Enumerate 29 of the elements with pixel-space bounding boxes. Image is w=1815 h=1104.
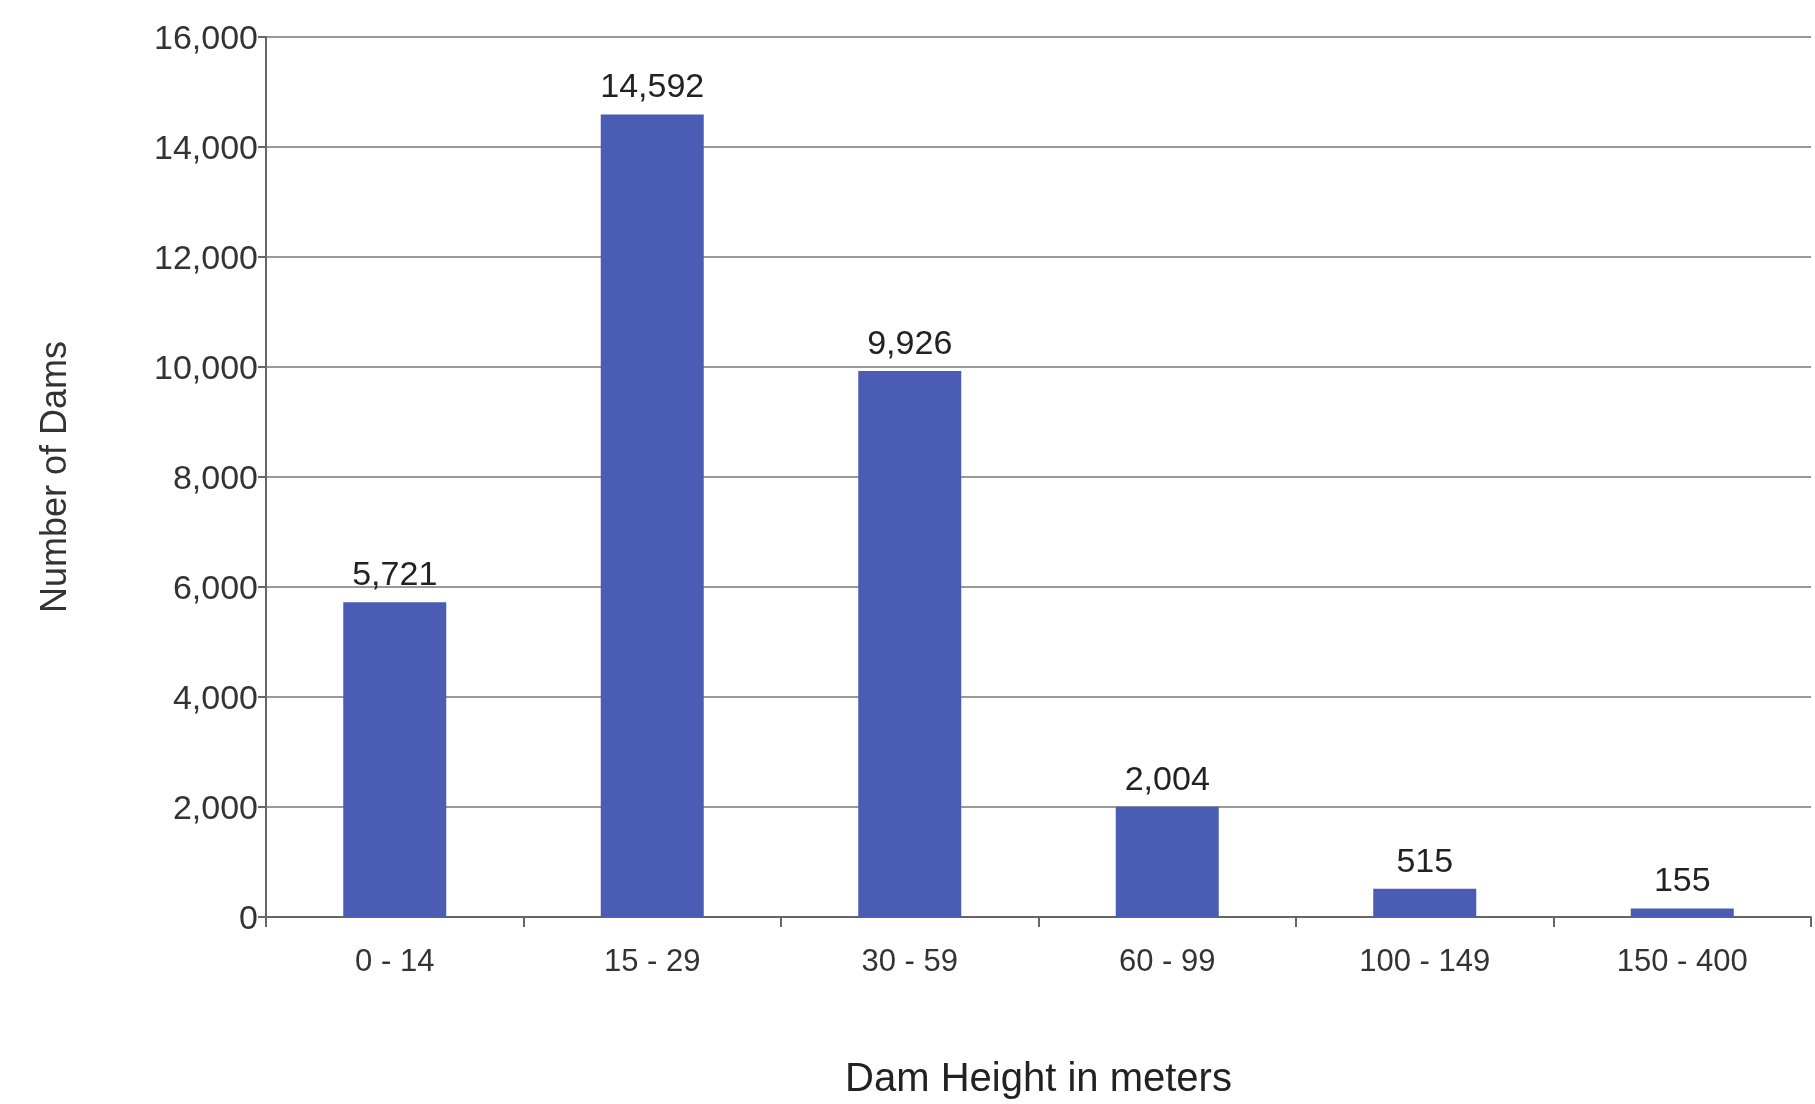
bar: [1373, 888, 1477, 917]
y-tick-label: 10,000: [154, 348, 258, 386]
y-tick-label: 16,000: [154, 18, 258, 56]
x-tick-label: 100 - 149: [1359, 943, 1491, 978]
bar: [600, 114, 704, 917]
y-tick-label: 12,000: [154, 238, 258, 276]
x-tick-label: 150 - 400: [1616, 943, 1748, 978]
x-tick-label: 30 - 59: [861, 943, 959, 978]
y-tick-label: 0: [239, 898, 258, 936]
bar: [343, 602, 447, 917]
y-tick-label: 8,000: [172, 458, 258, 496]
bar: [1115, 806, 1219, 917]
x-tick-label: 0 - 14: [355, 943, 435, 978]
data-label: 14,592: [600, 66, 705, 105]
x-axis-title: Dam Height in meters: [845, 1055, 1232, 1099]
data-label: 155: [1653, 860, 1711, 899]
data-label: 9,926: [867, 323, 953, 362]
y-tick-label: 2,000: [172, 788, 258, 826]
y-tick-label: 14,000: [154, 128, 258, 166]
y-tick-label: 6,000: [172, 568, 258, 606]
bar: [858, 371, 962, 917]
y-tick-label: 4,000: [172, 678, 258, 716]
y-axis-title: Number of Dams: [32, 340, 74, 614]
data-label: 5,721: [352, 554, 438, 593]
bar: [1630, 908, 1734, 917]
x-tick-label: 60 - 99: [1118, 943, 1216, 978]
x-tick-label: 15 - 29: [603, 943, 701, 978]
data-label: 2,004: [1124, 758, 1210, 797]
data-label: 515: [1396, 840, 1454, 879]
